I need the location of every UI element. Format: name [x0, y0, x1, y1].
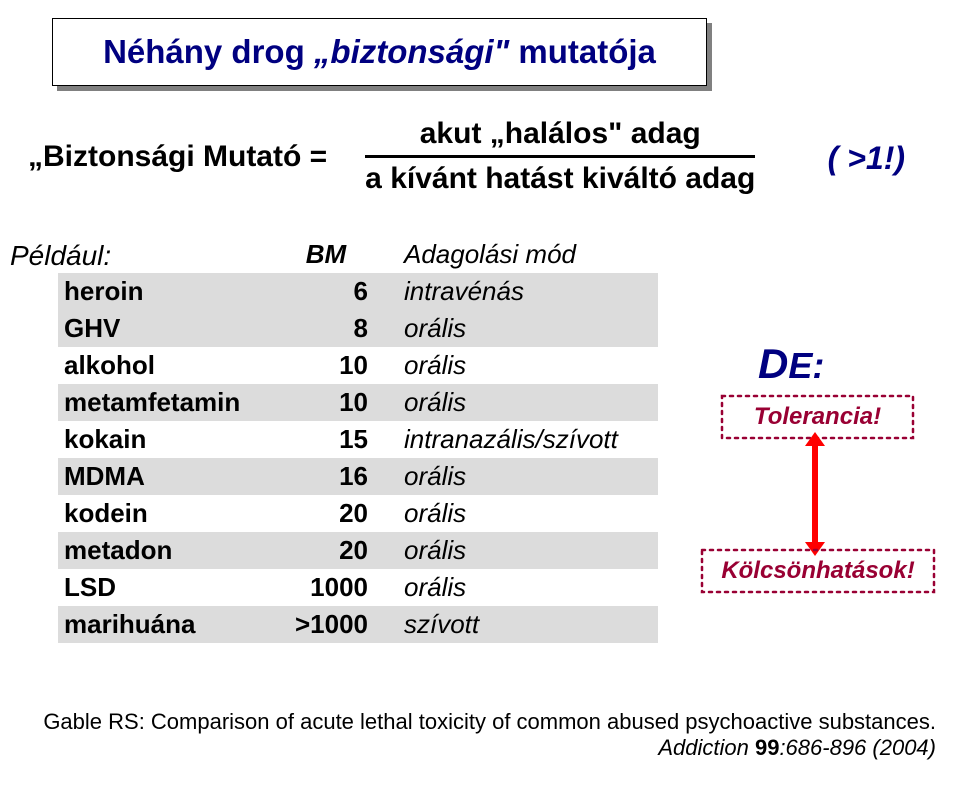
drug-name: kodein [58, 495, 278, 532]
drug-mode: orális [398, 384, 658, 421]
de-label: DE: [758, 340, 824, 388]
callout-tolerance-text: Tolerancia! [754, 403, 881, 431]
drug-name: metamfetamin [58, 384, 278, 421]
drug-mode: intravénás [398, 273, 658, 310]
drug-mode: orális [398, 310, 658, 347]
formula-numerator: akut „halálos" adag [412, 115, 709, 153]
formula: „Biztonsági Mutató = akut „halálos" adag… [28, 115, 818, 198]
title-part3: mutatója [509, 33, 656, 70]
citation-volume: 99 [755, 735, 779, 760]
drug-bm: 6 [278, 273, 398, 310]
drug-bm: 10 [278, 347, 398, 384]
fraction-bar [365, 155, 755, 158]
callout-interactions-text: Kölcsönhatások! [721, 557, 914, 585]
drug-table: BM Adagolási mód heroin6intravénásGHV8or… [58, 236, 658, 643]
de-prefix: D [758, 340, 788, 387]
drug-name: kokain [58, 421, 278, 458]
formula-fraction: akut „halálos" adag a kívánt hatást kivá… [357, 115, 763, 198]
citation-journal: Addiction [658, 735, 755, 760]
table-row: kodein20orális [58, 495, 658, 532]
drug-bm: >1000 [278, 606, 398, 643]
drug-name: LSD [58, 569, 278, 606]
table-row: MDMA16orális [58, 458, 658, 495]
formula-lhs: „Biztonsági Mutató = [28, 140, 327, 174]
formula-denominator: a kívánt hatást kiváltó adag [357, 160, 763, 198]
drug-mode: orális [398, 458, 658, 495]
drug-name: metadon [58, 532, 278, 569]
drug-mode: orális [398, 569, 658, 606]
drug-bm: 20 [278, 495, 398, 532]
drug-bm: 8 [278, 310, 398, 347]
table-header-row: BM Adagolási mód [58, 236, 658, 273]
drug-name: marihuána [58, 606, 278, 643]
table-row: heroin6intravénás [58, 273, 658, 310]
drug-bm: 20 [278, 532, 398, 569]
callout-interactions: Kölcsönhatások! [700, 548, 936, 594]
citation-pages: :686-896 (2004) [779, 735, 936, 760]
double-arrow-icon [812, 446, 818, 542]
drug-name: MDMA [58, 458, 278, 495]
drug-name: GHV [58, 310, 278, 347]
title-part1: Néhány drog [103, 33, 314, 70]
drug-mode: orális [398, 347, 658, 384]
table-row: kokain15intranazális/szívott [58, 421, 658, 458]
table-row: metamfetamin10orális [58, 384, 658, 421]
drug-bm: 16 [278, 458, 398, 495]
drug-bm: 10 [278, 384, 398, 421]
drug-mode: szívott [398, 606, 658, 643]
footer-citation: Gable RS: Comparison of acute lethal tox… [43, 709, 936, 761]
drug-mode: orális [398, 495, 658, 532]
drug-name: alkohol [58, 347, 278, 384]
title-box: Néhány drog „biztonsági" mutatója [52, 18, 707, 86]
citation-line1: Gable RS: Comparison of acute lethal tox… [43, 709, 936, 735]
drug-bm: 15 [278, 421, 398, 458]
drug-bm: 1000 [278, 569, 398, 606]
header-mode: Adagolási mód [398, 236, 658, 273]
table-row: alkohol10orális [58, 347, 658, 384]
greater-than-one: ( >1!) [828, 140, 905, 177]
header-bm: BM [278, 236, 398, 273]
title-part2: „biztonsági" [314, 33, 509, 70]
drug-name: heroin [58, 273, 278, 310]
table-row: metadon20orális [58, 532, 658, 569]
table-row: LSD1000orális [58, 569, 658, 606]
drug-mode: intranazális/szívott [398, 421, 658, 458]
title-text: Néhány drog „biztonsági" mutatója [103, 33, 656, 71]
table-row: marihuána>1000szívott [58, 606, 658, 643]
drug-mode: orális [398, 532, 658, 569]
de-suffix: E: [788, 345, 824, 386]
table-row: GHV8orális [58, 310, 658, 347]
citation-line2: Addiction 99:686-896 (2004) [43, 735, 936, 761]
